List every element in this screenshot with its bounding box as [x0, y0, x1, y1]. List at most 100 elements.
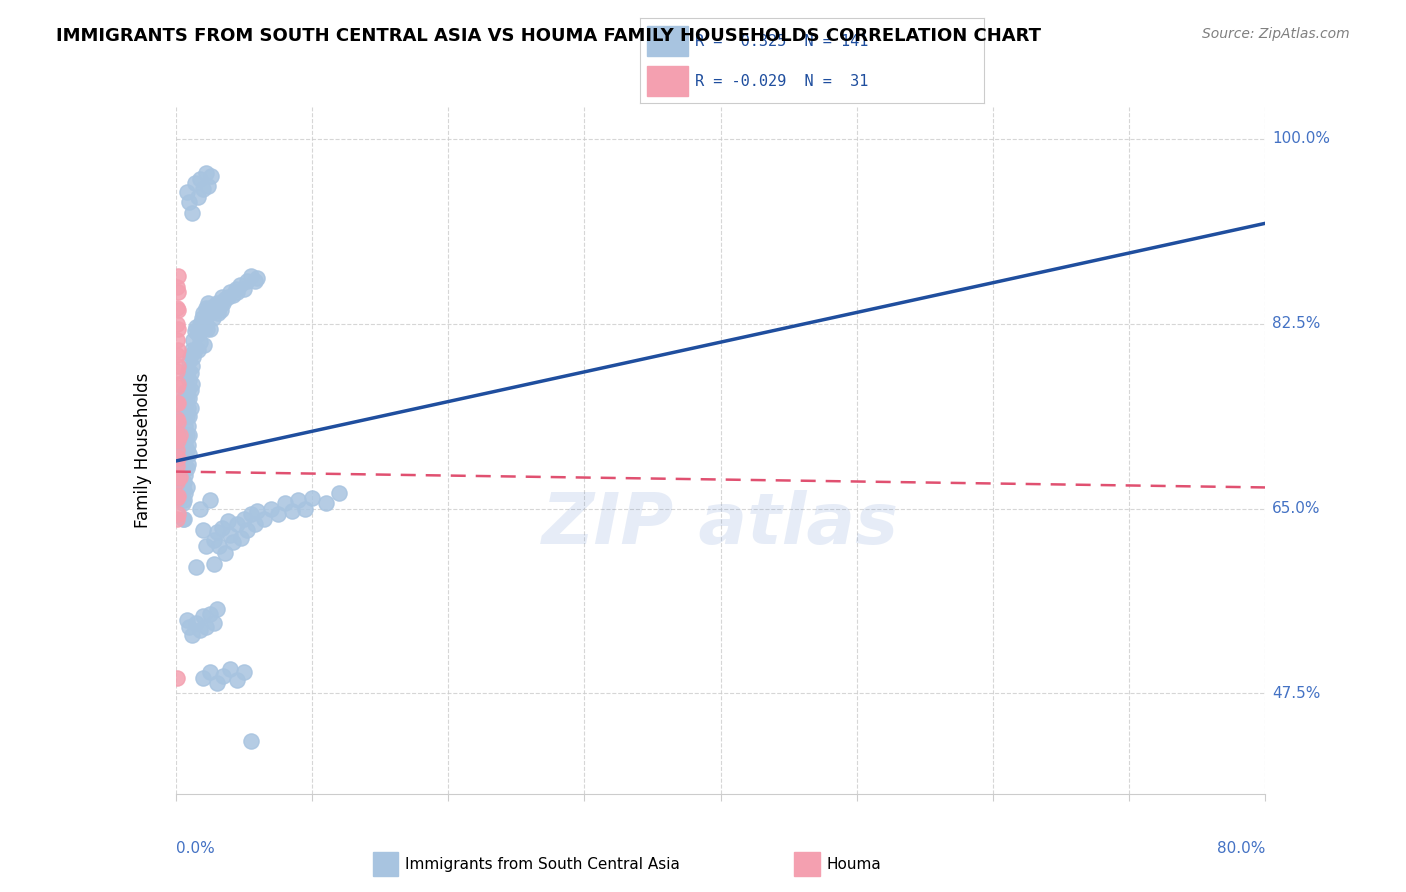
- Point: [167, 396, 190, 410]
- Text: 65.0%: 65.0%: [1272, 501, 1320, 516]
- Point: [208, 301, 231, 315]
- Point: [166, 380, 188, 394]
- Point: [173, 409, 195, 423]
- Point: [198, 665, 221, 680]
- Text: 0.0%: 0.0%: [176, 841, 215, 856]
- Point: [173, 459, 195, 474]
- Text: R = -0.029  N =  31: R = -0.029 N = 31: [695, 74, 869, 89]
- Point: [179, 391, 201, 405]
- Point: [226, 673, 249, 687]
- Point: [232, 282, 254, 296]
- Point: [194, 317, 217, 331]
- Point: [176, 427, 198, 442]
- Point: [239, 734, 262, 748]
- Point: [211, 290, 233, 304]
- Point: [209, 302, 232, 317]
- Point: [176, 480, 198, 494]
- Point: [219, 528, 242, 542]
- Point: [166, 491, 188, 505]
- Point: [176, 185, 198, 199]
- Point: [198, 322, 221, 336]
- Point: [177, 383, 200, 397]
- Point: [173, 493, 195, 508]
- Point: [226, 285, 249, 299]
- Point: [214, 546, 236, 560]
- Point: [174, 485, 197, 500]
- Point: [232, 512, 254, 526]
- Point: [239, 269, 262, 284]
- Point: [170, 470, 193, 484]
- Point: [246, 504, 269, 518]
- Point: [177, 457, 200, 471]
- Point: [253, 512, 276, 526]
- Point: [246, 271, 269, 285]
- Point: [191, 671, 214, 685]
- Point: [167, 285, 190, 299]
- Point: [174, 385, 197, 400]
- Text: Houma: Houma: [827, 856, 882, 871]
- Point: [169, 467, 191, 482]
- FancyBboxPatch shape: [647, 66, 688, 95]
- Point: [167, 489, 190, 503]
- Point: [172, 512, 194, 526]
- Point: [232, 665, 254, 680]
- Point: [172, 496, 194, 510]
- Point: [172, 480, 194, 494]
- Point: [176, 391, 198, 405]
- Point: [204, 302, 226, 317]
- Point: [166, 396, 188, 410]
- FancyBboxPatch shape: [647, 27, 688, 56]
- Point: [167, 450, 190, 465]
- Text: IMMIGRANTS FROM SOUTH CENTRAL ASIA VS HOUMA FAMILY HOUSEHOLDS CORRELATION CHART: IMMIGRANTS FROM SOUTH CENTRAL ASIA VS HO…: [56, 27, 1042, 45]
- Point: [174, 450, 197, 465]
- Point: [167, 269, 190, 284]
- Point: [194, 165, 217, 179]
- Point: [173, 512, 195, 526]
- Y-axis label: Family Households: Family Households: [134, 373, 152, 528]
- Point: [191, 306, 214, 320]
- Point: [243, 274, 266, 288]
- Point: [188, 317, 211, 331]
- Point: [174, 419, 197, 434]
- Point: [205, 295, 228, 310]
- Point: [167, 430, 190, 444]
- Text: Source: ZipAtlas.com: Source: ZipAtlas.com: [1202, 27, 1350, 41]
- Point: [181, 205, 204, 219]
- Text: 47.5%: 47.5%: [1272, 686, 1320, 701]
- Point: [202, 299, 225, 313]
- Point: [179, 409, 201, 423]
- Point: [186, 343, 209, 357]
- Point: [166, 512, 188, 526]
- Point: [173, 443, 195, 458]
- Point: [181, 359, 204, 373]
- Point: [170, 427, 193, 442]
- Point: [191, 609, 214, 624]
- Point: [184, 324, 207, 338]
- Point: [202, 557, 225, 571]
- Point: [176, 369, 198, 384]
- Point: [207, 306, 229, 320]
- Point: [169, 491, 191, 505]
- Point: [205, 676, 228, 690]
- Point: [187, 322, 209, 336]
- Point: [188, 501, 211, 516]
- Point: [176, 409, 198, 423]
- FancyBboxPatch shape: [373, 852, 398, 876]
- Point: [181, 628, 204, 642]
- Point: [180, 348, 202, 362]
- Point: [184, 176, 207, 190]
- Point: [169, 427, 191, 442]
- Point: [179, 195, 201, 210]
- Point: [177, 419, 200, 434]
- Point: [173, 427, 195, 442]
- Point: [208, 539, 231, 553]
- Point: [177, 364, 200, 378]
- Point: [235, 274, 257, 288]
- Point: [179, 427, 201, 442]
- Point: [172, 407, 194, 421]
- Point: [212, 668, 235, 682]
- Point: [211, 520, 233, 534]
- Point: [205, 602, 228, 616]
- Point: [166, 411, 188, 425]
- Point: [193, 338, 215, 352]
